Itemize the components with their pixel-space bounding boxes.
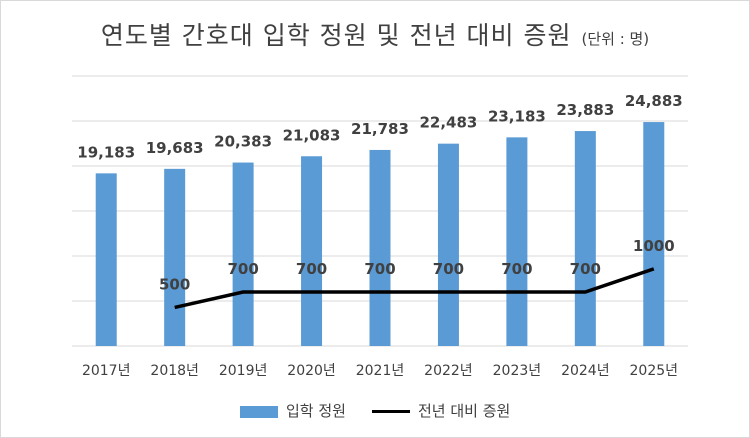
x-tick-label: 2022년: [424, 363, 473, 379]
line-data-label: 1000: [633, 237, 675, 255]
legend-bar-swatch: [240, 405, 278, 418]
legend-item-bar: 입학 정원: [240, 400, 346, 421]
line-data-labels: 500 700 700 700 700 700 700 1000: [159, 237, 675, 294]
bar-data-label: 23,883: [556, 101, 614, 119]
bar-data-label: 24,883: [625, 92, 683, 110]
bar-data-label: 21,783: [351, 120, 409, 138]
unit-label: (단위 : 명): [581, 30, 650, 48]
line-data-label: 700: [364, 260, 395, 278]
bar: [164, 168, 186, 346]
bar: [574, 131, 596, 346]
legend-item-line: 전년 대비 증원: [372, 400, 510, 421]
x-axis-tick-labels: 2017년 2018년 2019년 2020년 2021년 2022년 2023년 2024년…: [82, 363, 678, 379]
legend-line-label: 전년 대비 증원: [418, 402, 511, 420]
bar-data-label: 21,083: [283, 126, 341, 144]
legend-bar-label: 입학 정원: [286, 402, 346, 420]
x-tick-label: 2025년: [630, 363, 679, 379]
legend-line-swatch: [372, 410, 410, 413]
x-tick-label: 2017년: [82, 363, 131, 379]
chart-title: 연도별 간호대 입학 정원 및 전년 대비 증원 (단위 : 명): [0, 16, 750, 52]
x-tick-label: 2021년: [356, 363, 405, 379]
line-data-label: 500: [159, 275, 190, 293]
x-tick-label: 2020년: [287, 363, 336, 379]
bar-data-label: 22,483: [419, 114, 477, 132]
line-data-label: 700: [433, 260, 464, 278]
bar: [506, 137, 528, 346]
line-series: [174, 267, 655, 310]
x-tick-label: 2024년: [561, 363, 610, 379]
bar: [369, 149, 391, 346]
line-data-label: 700: [296, 260, 327, 278]
bar-data-label: 20,383: [214, 133, 272, 151]
bar: [232, 162, 254, 346]
x-tick-label: 2023년: [493, 363, 542, 379]
bar: [301, 156, 323, 346]
line-data-label: 700: [501, 260, 532, 278]
title-text: 연도별 간호대 입학 정원 및 전년 대비 증원: [100, 21, 572, 50]
line-data-label: 700: [227, 260, 258, 278]
x-tick-label: 2018년: [150, 363, 199, 379]
bar: [95, 173, 117, 346]
bar-data-label: 23,183: [488, 107, 546, 125]
bar: [437, 143, 459, 346]
bar: [643, 122, 665, 346]
bar-data-label: 19,683: [146, 139, 204, 157]
bar-data-label: 19,183: [77, 143, 135, 161]
bar-data-labels: 19,183 19,683 20,383 21,083 21,783 22,483 23,1…: [77, 92, 682, 161]
x-tick-label: 2019년: [219, 363, 268, 379]
line-data-label: 700: [570, 260, 601, 278]
